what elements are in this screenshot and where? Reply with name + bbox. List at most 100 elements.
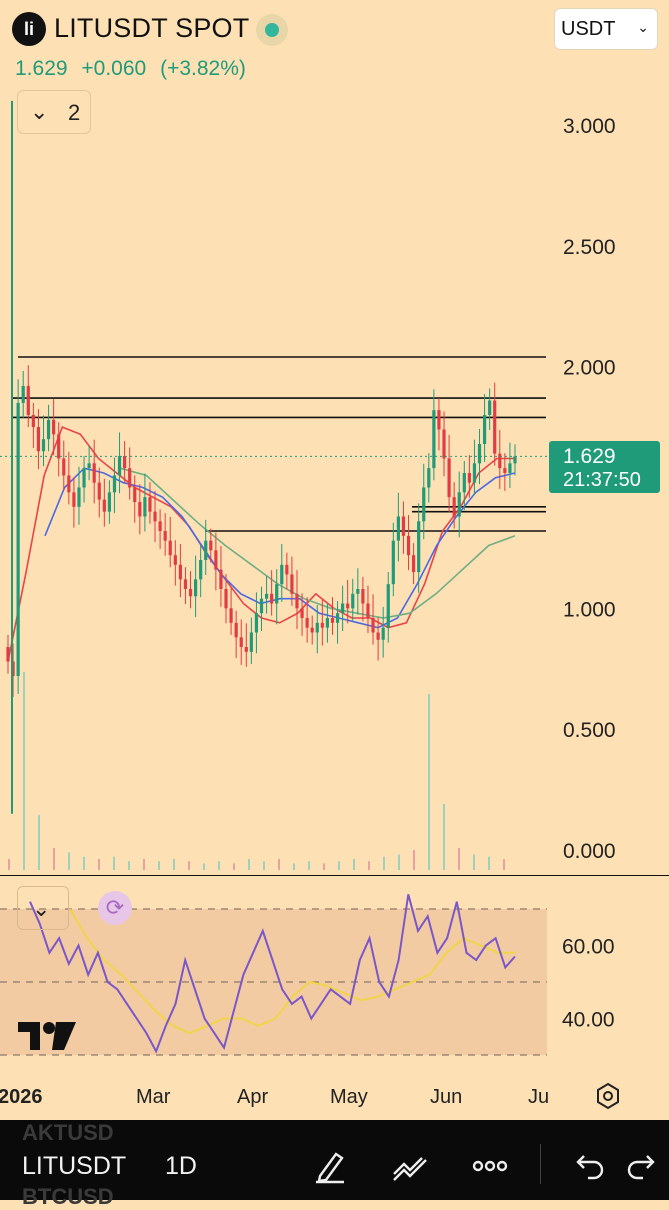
candle-body — [77, 487, 81, 507]
candle-body — [305, 618, 309, 628]
candle-body — [462, 473, 466, 493]
volume-bar — [458, 848, 460, 870]
interval-button[interactable]: 1D — [165, 1152, 197, 1180]
candle-body — [335, 613, 340, 623]
candle-body — [6, 647, 10, 662]
candle-body — [346, 603, 350, 609]
candle-body — [148, 497, 152, 512]
refresh-icon[interactable]: ⟳ — [98, 891, 132, 925]
candle-body — [209, 540, 213, 551]
pen-draw-icon[interactable] — [312, 1148, 348, 1184]
rsi-chart[interactable]: 60.00 40.00 — [0, 875, 669, 1080]
candle-body — [11, 661, 15, 676]
volume-bar — [173, 859, 175, 870]
settings-icon[interactable] — [594, 1082, 622, 1110]
candle-body — [280, 564, 284, 585]
price-axis[interactable]: 3.000 2.500 2.000 1.000 0.500 0.000 — [563, 115, 616, 863]
candle-body — [488, 400, 492, 415]
y-tick-label: 1.000 — [563, 598, 616, 621]
volume-bar — [503, 859, 505, 870]
candle-body — [16, 402, 20, 676]
y-tick-label: 2.500 — [563, 236, 616, 259]
volume-bar — [278, 859, 280, 870]
volume-bar — [158, 861, 160, 870]
volume-bar — [53, 848, 55, 870]
candle-body — [26, 386, 30, 415]
redo-icon[interactable] — [625, 1148, 661, 1184]
candle-body — [371, 618, 375, 633]
volume-bar — [83, 856, 85, 870]
candle-body — [442, 429, 446, 459]
currency-select[interactable]: USDT ⌄ — [554, 8, 658, 50]
time-axis[interactable]: 2026 Mar Apr May Jun Ju — [0, 1078, 669, 1118]
volume-bar — [113, 856, 115, 870]
candle-body — [102, 499, 106, 512]
candle-body — [188, 589, 193, 597]
moving-average-line — [44, 467, 516, 629]
price-change-abs: +0.060 — [81, 57, 147, 80]
candle-body — [183, 579, 188, 589]
symbol-title[interactable]: LITUSDT SPOT — [54, 13, 250, 43]
candle-body — [422, 487, 426, 522]
candle-body — [87, 463, 91, 469]
candle-body — [249, 632, 253, 652]
candle-body — [467, 473, 471, 483]
x-tick-label: Jun — [430, 1086, 463, 1108]
volume-bar — [188, 861, 190, 870]
bottom-toolbar: AKTUSD BTCUSD LITUSDT 1D — [0, 1120, 669, 1209]
volume-bar — [398, 854, 400, 870]
moving-average-line — [119, 467, 516, 619]
volume-bar — [128, 861, 130, 870]
chevron-down-icon: ⌄ — [30, 99, 49, 124]
current-price-tag: 1.629 21:37:50 — [549, 441, 660, 493]
candle-body — [173, 555, 177, 565]
candle-body — [264, 593, 269, 599]
candle-body — [417, 521, 421, 573]
candle-body — [117, 456, 122, 476]
candle-body — [432, 410, 436, 469]
candle-body — [199, 560, 203, 580]
candle-body — [325, 618, 330, 628]
volume-bar — [413, 850, 415, 870]
candle-body — [36, 427, 41, 452]
candle-body — [52, 419, 56, 435]
candle-body — [341, 603, 345, 614]
candle-body — [219, 569, 223, 589]
candle-body — [503, 468, 507, 473]
price-chart[interactable]: 3.000 2.500 2.000 1.000 0.500 0.000 — [0, 85, 669, 875]
price-quote: 1.629 +0.060 (+3.82%) — [15, 57, 254, 81]
candle-body — [361, 589, 365, 604]
chart-type-icon[interactable] — [392, 1148, 428, 1184]
chevron-down-icon: ⌄ — [637, 19, 649, 35]
candle-body — [376, 632, 380, 640]
candle-body — [46, 419, 51, 440]
candle-body — [97, 482, 101, 500]
candle-body — [214, 550, 218, 570]
rsi-axis[interactable]: 60.00 40.00 — [562, 936, 615, 1032]
candle-body — [153, 511, 157, 522]
indicators-collapse-button[interactable]: ⌄ 2 — [17, 90, 91, 134]
volume-bar — [293, 863, 295, 870]
rsi-ma-line — [69, 908, 515, 1035]
price-change-pct: (+3.82%) — [160, 57, 246, 80]
watchlist-ghost-item: BTCUSD — [22, 1184, 114, 1209]
candle-body — [427, 468, 431, 488]
market-open-indicator-icon — [256, 14, 288, 46]
candle-body — [498, 453, 502, 469]
rsi-collapse-button[interactable]: ⌄ — [17, 886, 69, 930]
toolbar-symbol[interactable]: LITUSDT — [22, 1152, 127, 1180]
more-icon[interactable] — [472, 1148, 508, 1184]
candle-body — [513, 456, 517, 464]
volume-bar — [98, 859, 100, 870]
undo-icon[interactable] — [570, 1148, 606, 1184]
volume-bar — [143, 859, 145, 870]
candle-body — [72, 492, 76, 507]
horizontal-levels — [12, 356, 546, 532]
volume-bar — [8, 859, 10, 870]
candle-body — [57, 434, 61, 459]
watchlist-ghost-item: AKTUSD — [22, 1120, 114, 1145]
y-tick-label: 40.00 — [562, 1009, 615, 1032]
candle-body — [21, 386, 25, 403]
candle-body — [275, 584, 279, 604]
volume-bar — [233, 863, 235, 870]
